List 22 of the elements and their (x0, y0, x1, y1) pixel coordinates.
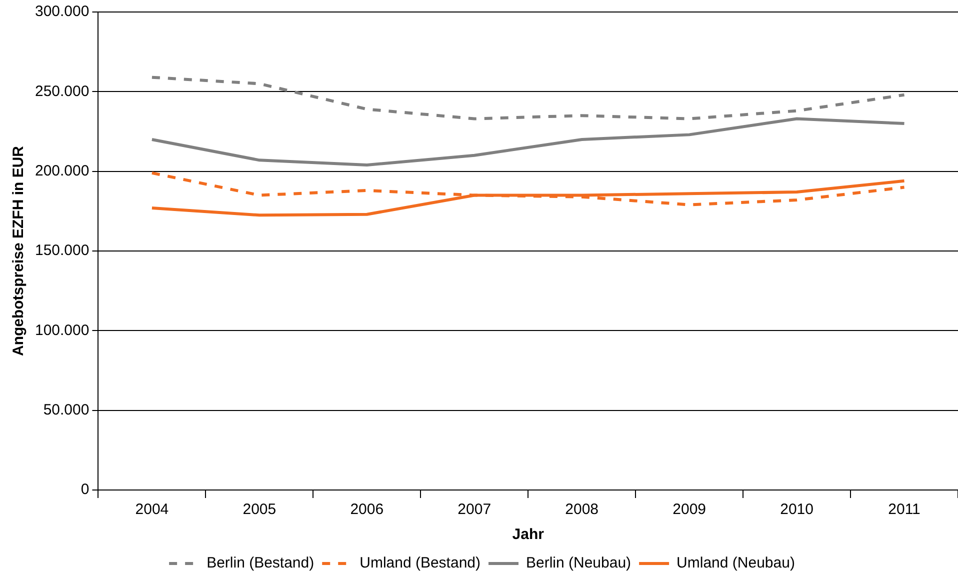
y-tick-label: 200.000 (34, 162, 90, 180)
legend-label: Berlin (Bestand) (206, 554, 314, 572)
y-tick-label: 300.000 (34, 3, 90, 20)
legend-label: Umland (Bestand) (360, 554, 480, 572)
x-tick-label: 2009 (672, 501, 706, 518)
legend-label: Berlin (Neubau) (526, 554, 632, 572)
y-tick-label: 50.000 (43, 401, 90, 418)
y-axis-title: Angebotspreise EZFH in EUR (10, 146, 28, 356)
line-series (150, 76, 906, 120)
x-tick-label: 2007 (458, 501, 492, 518)
x-tick-label: 2006 (350, 501, 384, 518)
x-tick-label: 2011 (888, 501, 920, 518)
x-tick-label: 2004 (135, 501, 169, 518)
x-tick-label: 2010 (780, 501, 814, 518)
legend-label: Umland (Neubau) (676, 554, 795, 572)
x-axis-title: Jahr (512, 526, 544, 544)
x-tick-label: 2008 (565, 501, 599, 518)
y-tick-label: 150.000 (34, 242, 90, 260)
y-tick-label: 250.000 (34, 82, 90, 100)
y-tick-label: 0 (80, 481, 90, 498)
y-tick-label: 100.000 (34, 322, 90, 339)
x-tick-label: 2005 (242, 501, 276, 518)
